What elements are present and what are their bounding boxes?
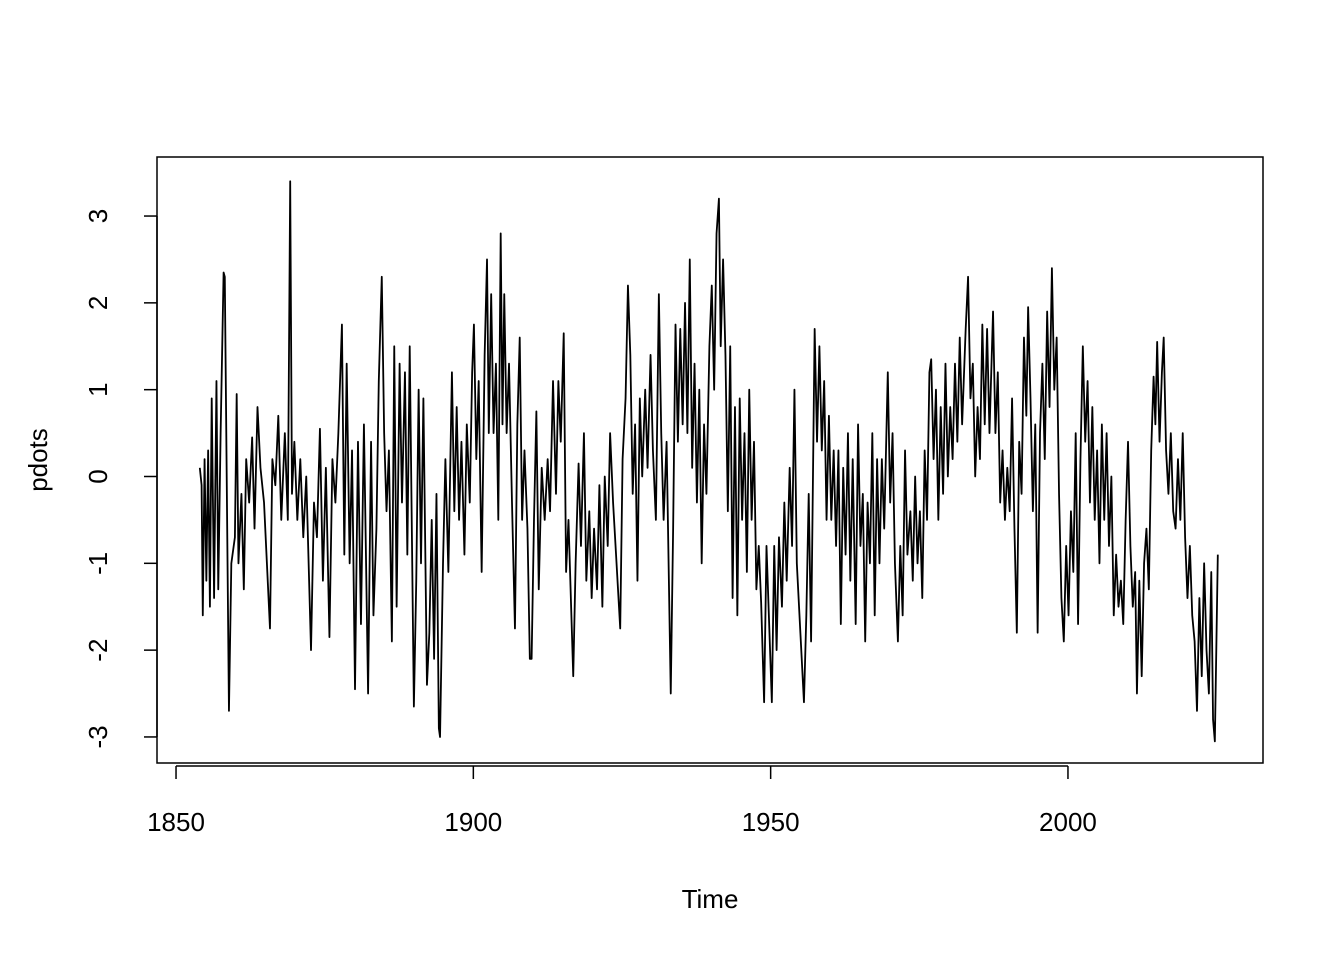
x-tick-label: 1900 [444, 807, 502, 837]
y-tick-label: 1 [83, 382, 113, 396]
data-line [198, 180, 1219, 743]
x-tick-label: 1850 [147, 807, 205, 837]
y-tick-label: 3 [83, 209, 113, 223]
x-axis-label: Time [682, 884, 739, 914]
y-axis-label: pdots [23, 428, 53, 492]
y-tick-label: -2 [83, 639, 113, 662]
x-tick-label: 1950 [742, 807, 800, 837]
x-tick-label: 2000 [1039, 807, 1097, 837]
y-tick-label: 0 [83, 469, 113, 483]
y-tick-label: 2 [83, 296, 113, 310]
y-tick-label: -1 [83, 552, 113, 575]
y-tick-label: -3 [83, 725, 113, 748]
